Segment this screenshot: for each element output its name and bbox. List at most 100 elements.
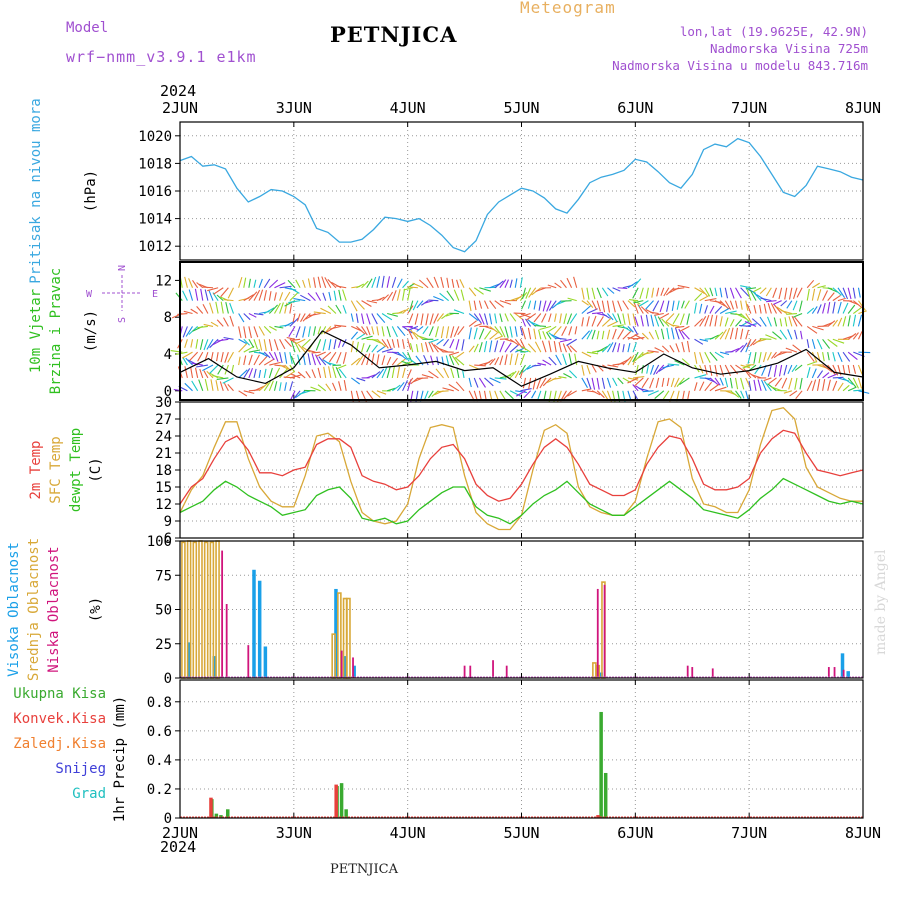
- wind-barb: [181, 351, 193, 359]
- y-tick-label: 0: [164, 811, 172, 827]
- y-tick-label: 50: [155, 603, 172, 619]
- wind-barb: [248, 368, 254, 379]
- wind-barb: [772, 331, 782, 340]
- wind-barb: [268, 367, 273, 379]
- wind-barb: [215, 301, 219, 314]
- wind-barb: [274, 302, 281, 314]
- wind-barb: [812, 282, 820, 289]
- wind-barb: [209, 302, 214, 314]
- wind-barb: [391, 366, 395, 379]
- wind-barb: [273, 367, 281, 379]
- wind-barb: [816, 289, 822, 301]
- wind-barb: [302, 346, 311, 353]
- wind-barb: [694, 374, 707, 379]
- wind-barb: [567, 297, 577, 302]
- wind-barb: [674, 360, 685, 366]
- wind-barb: [534, 341, 542, 353]
- wind-barb: [709, 377, 719, 385]
- cloud-low-bar: [352, 657, 354, 678]
- wind-barb: [366, 326, 371, 336]
- wind-barb: [333, 339, 337, 350]
- wind-barb: [822, 352, 825, 362]
- y-tick-label: 21: [155, 446, 172, 462]
- wind-barb: [407, 369, 412, 379]
- wind-barb: [290, 340, 296, 353]
- wind-barb: [197, 351, 204, 362]
- wind-barb: [468, 345, 475, 353]
- wind-barb: [640, 306, 649, 314]
- cloud-mid-bar: [203, 541, 209, 679]
- wind-barb: [730, 347, 740, 353]
- wind-barb: [724, 377, 729, 388]
- wind-barb: [816, 304, 822, 314]
- wind-barb: [770, 302, 777, 314]
- wind-barb: [641, 351, 654, 356]
- wind-barb: [217, 338, 229, 342]
- wind-barb: [806, 288, 810, 301]
- wind-barb: [322, 339, 327, 351]
- wind-barb: [307, 292, 316, 302]
- wind-barb: [759, 287, 767, 294]
- wind-barb: [822, 338, 831, 349]
- wind-barb: [653, 364, 660, 375]
- wind-barb: [724, 327, 731, 340]
- wind-barb: [753, 287, 762, 293]
- wind-barb: [778, 364, 783, 377]
- wind-barb: [847, 333, 857, 340]
- wind-barb: [780, 300, 788, 307]
- model-elevation-label: Nadmorska Visina u modelu 843.716m: [612, 58, 868, 73]
- wind-barb: [591, 329, 596, 340]
- wind-barb: [847, 315, 851, 327]
- wind-barb: [414, 313, 419, 325]
- wind-barb: [779, 329, 788, 340]
- wind-barb: [386, 326, 391, 338]
- x-tick-label-top: 5JUN: [503, 99, 539, 117]
- wind-barb: [320, 307, 332, 315]
- wind-barb: [612, 300, 616, 313]
- wind-barb: [659, 300, 665, 313]
- wind-barb: [494, 340, 499, 353]
- wind-barb: [396, 366, 400, 379]
- wind-barb: [200, 288, 204, 301]
- wind-barb: [586, 329, 593, 340]
- cloud-high-bar: [263, 646, 268, 678]
- wind-barb: [792, 313, 803, 318]
- wind-barb: [504, 279, 510, 288]
- wind-barb: [216, 352, 219, 362]
- wind-barb: [745, 329, 750, 340]
- cloud-low-bar: [603, 584, 606, 678]
- wind-barb: [371, 313, 378, 325]
- wind-barb: [709, 383, 720, 392]
- wind-barb: [350, 313, 354, 322]
- wind-barb: [645, 287, 649, 299]
- wind-barb: [361, 313, 365, 325]
- wind-barb: [842, 351, 851, 362]
- wind-barb: [202, 286, 214, 289]
- wind-barb: [694, 318, 703, 327]
- wind-barb: [323, 366, 327, 379]
- wind-barb: [704, 351, 711, 363]
- wind-barb: [361, 343, 365, 353]
- wind-barb: [596, 300, 601, 312]
- wind-barb: [654, 312, 664, 316]
- wind-barb: [682, 390, 685, 401]
- wind-barb: [822, 302, 826, 314]
- wind-barb: [403, 287, 413, 291]
- wind-barb: [514, 326, 518, 337]
- wind-barb: [847, 287, 852, 300]
- wind-barb: [286, 336, 296, 340]
- cloud-low-axis-label: Niska Oblacnost: [46, 546, 62, 672]
- wind-barb: [686, 340, 690, 353]
- wind-barb: [263, 326, 272, 334]
- y-tick-label: 27: [155, 412, 172, 428]
- wind-barb: [574, 353, 578, 366]
- wind-barb: [454, 356, 465, 366]
- wind-barb: [209, 338, 219, 349]
- wind-barb: [634, 377, 644, 387]
- wind-barb: [612, 342, 617, 353]
- wind-barb: [596, 377, 600, 390]
- wind-barb: [514, 278, 518, 288]
- wind-barb: [514, 370, 520, 379]
- wind-barb: [331, 382, 337, 392]
- wind-barb: [719, 364, 725, 377]
